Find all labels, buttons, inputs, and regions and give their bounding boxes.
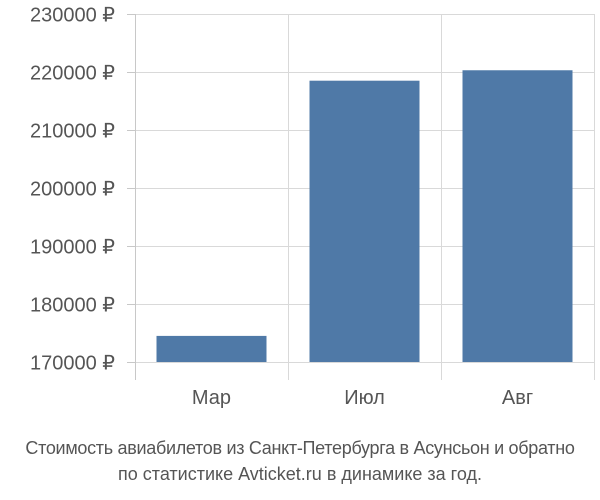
y-tick-label: 210000 ₽ [30, 121, 115, 143]
chart-caption-line-1: Стоимость авиабилетов из Санкт-Петербург… [25, 438, 575, 458]
bar [309, 80, 420, 362]
y-tick-label: 220000 ₽ [30, 63, 115, 85]
chart-caption-line-2: по статистике Avticket.ru в динамике за … [118, 464, 482, 484]
y-tick-label: 190000 ₽ [30, 237, 115, 259]
y-tick-label: 170000 ₽ [30, 353, 115, 375]
bars [156, 70, 573, 362]
axes [127, 14, 136, 380]
tick-labels: 170000 ₽ 180000 ₽ 190000 ₽ 200000 ₽ 210000 ₽… [30, 5, 533, 410]
y-tick-label: 200000 ₽ [30, 179, 115, 201]
y-tick-label: 230000 ₽ [30, 5, 115, 27]
x-tick-label: Авг [502, 387, 533, 409]
x-tick-label: Мар [192, 387, 231, 409]
bar [462, 70, 573, 362]
bar [156, 335, 267, 362]
y-tick-label: 180000 ₽ [30, 295, 115, 317]
x-tick-label: Июл [344, 387, 385, 409]
